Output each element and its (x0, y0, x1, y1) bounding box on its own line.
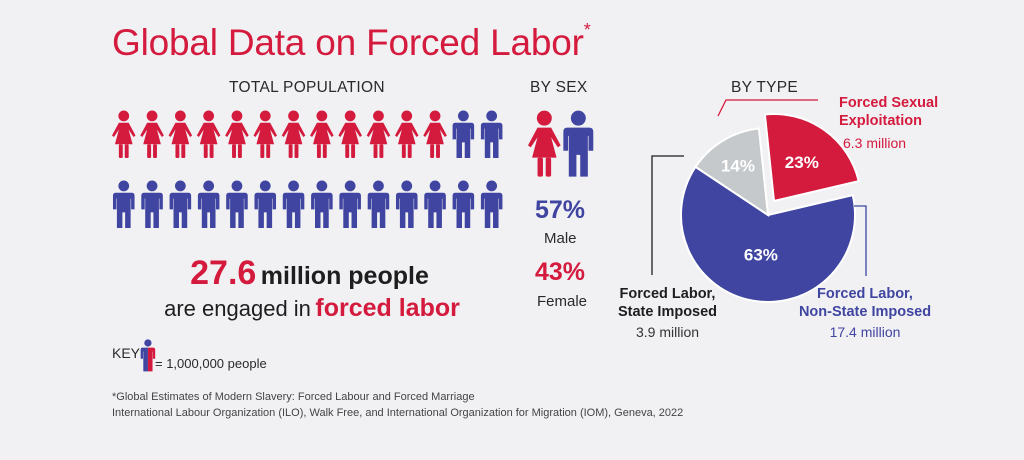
callout-sexual-exploitation: Forced Sexual Exploitation (839, 94, 938, 130)
callout-non-state-imposed: Forced Labor, Non-State Imposed (790, 285, 940, 321)
pie-label-0: 23% (785, 153, 819, 172)
by-sex-label: BY SEX (530, 79, 588, 96)
total-population-label: TOTAL POPULATION (229, 79, 385, 96)
total-unit: million people (260, 262, 429, 290)
male-person-icon (424, 180, 446, 229)
pie-slice-2 (694, 127, 770, 218)
female-person-icon (196, 110, 221, 159)
female-person-icon (310, 110, 334, 159)
female-person-icon (366, 110, 391, 159)
key-label: KEY (112, 345, 141, 361)
footnote-line-1: *Global Estimates of Modern Slavery: For… (112, 391, 475, 403)
male-person-icon (169, 180, 192, 229)
female-person-icon (395, 110, 419, 159)
callout-state-line1: Forced Labor, (619, 286, 716, 302)
male-label: Male (544, 230, 577, 247)
male-percentage: 57% (535, 196, 586, 224)
key-person-glyph (140, 339, 156, 372)
title-footnote-mark: * (583, 20, 591, 40)
page-title: Global Data on Forced Labor* (112, 20, 591, 64)
female-person-icon (168, 110, 193, 159)
female-person-icon (225, 110, 249, 159)
callout-nonstate-value: 17.4 million (829, 324, 901, 340)
callout-line-sexual (717, 99, 818, 117)
male-person-icon (282, 180, 305, 229)
callout-state-line2: State Imposed (617, 304, 718, 320)
male-person-icon (226, 180, 248, 229)
pie-label-1: 63% (744, 245, 778, 264)
population-icon-grid (112, 110, 503, 229)
male-person-icon (480, 180, 503, 229)
male-person-glyph (563, 110, 594, 177)
key-person-icon (140, 339, 156, 372)
key-value: = 1,000,000 people (155, 356, 267, 371)
male-person-icon (563, 110, 594, 177)
female-person-icon (281, 110, 306, 159)
female-person-icon (423, 110, 447, 159)
pie-slice-0 (763, 113, 860, 203)
male-person-icon (395, 180, 418, 229)
engaged-text: are engaged in (164, 296, 311, 321)
male-person-icon (311, 180, 333, 229)
callout-sexual-line1: Forced Sexual (839, 95, 939, 111)
male-person-icon (367, 180, 390, 229)
callout-nonstate-line2: Non-State Imposed (798, 304, 932, 320)
male-person-icon (197, 180, 220, 229)
total-line: 27.6 million people (112, 254, 507, 293)
pie-slice-1 (680, 165, 856, 303)
callout-line-nonstate (854, 205, 867, 276)
by-type-label: BY TYPE (731, 79, 799, 96)
callout-sexual-value: 6.3 million (843, 135, 907, 151)
engaged-line: are engaged in forced labor (112, 294, 512, 323)
female-person-icon (253, 110, 278, 159)
female-percentage: 43% (535, 258, 586, 286)
callout-state-value: 3.9 million (635, 324, 700, 340)
male-person-icon (339, 180, 361, 229)
female-label: Female (537, 293, 588, 310)
total-number: 27.6 (190, 254, 257, 292)
pie-label-2: 14% (721, 156, 755, 175)
female-person-icon (338, 110, 362, 159)
female-person-icon (112, 110, 136, 159)
callout-sexual-line2: Exploitation (839, 113, 922, 129)
sex-icons (528, 110, 594, 177)
callout-state-imposed: Forced Labor, State Imposed (615, 285, 720, 321)
callout-line-state (651, 155, 684, 275)
female-person-glyph (528, 110, 561, 177)
female-person-icon (528, 110, 561, 177)
by-type-pie-chart: 23% 63% 14% (651, 99, 867, 303)
engaged-emphasis: forced labor (315, 294, 460, 322)
male-person-icon (112, 180, 135, 229)
footnote-line-2: International Labour Organization (ILO),… (112, 407, 684, 419)
male-person-icon (452, 180, 475, 229)
male-person-icon (141, 180, 163, 229)
page-title-text: Global Data on Forced Labor (112, 22, 584, 63)
female-person-icon (140, 110, 164, 159)
male-person-icon (452, 110, 475, 159)
male-person-icon (254, 180, 277, 229)
footnote: *Global Estimates of Modern Slavery: For… (112, 389, 683, 421)
male-person-icon (480, 110, 503, 159)
callout-nonstate-line1: Forced Labor, (817, 286, 913, 302)
